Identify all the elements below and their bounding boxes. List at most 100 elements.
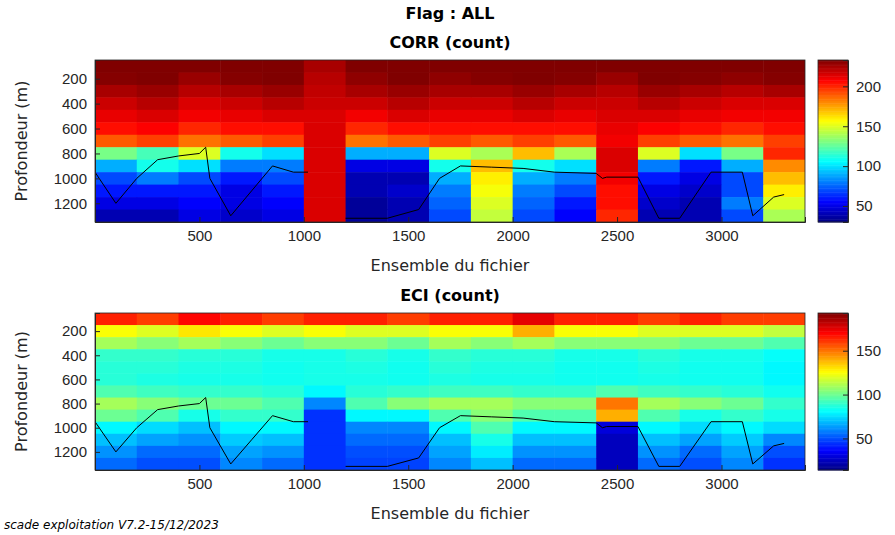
heatmap-cell xyxy=(346,373,388,386)
heatmap-cell xyxy=(763,97,805,110)
heatmap-cell xyxy=(763,313,805,326)
heatmap-cell xyxy=(387,398,429,411)
heatmap-cell xyxy=(262,337,304,350)
heatmap-cell xyxy=(387,72,429,85)
y-tick-label: 200 xyxy=(62,322,87,339)
x-tick: 1500 xyxy=(392,465,425,492)
heatmap-cell xyxy=(554,72,596,85)
heatmap-cell xyxy=(95,72,137,85)
heatmap-cell xyxy=(513,185,555,198)
heatmap-cell xyxy=(262,313,304,326)
heatmap-cell xyxy=(513,135,555,148)
heatmap-cell xyxy=(471,325,513,338)
heatmap-cell xyxy=(429,147,471,160)
x-axis: 50010001500200025003000 xyxy=(96,217,806,244)
heatmap-cell xyxy=(721,410,763,423)
heatmap-cell xyxy=(262,325,304,338)
heatmap-cell xyxy=(137,385,179,398)
colorbar-tick: 200 xyxy=(843,78,881,95)
heatmap-cell xyxy=(346,135,388,148)
heatmap-cell xyxy=(262,385,304,398)
y-tick-mark xyxy=(95,79,100,80)
heatmap-cell xyxy=(95,147,137,160)
heatmap-cell xyxy=(220,313,262,326)
colorbar-tick: 150 xyxy=(843,342,881,359)
plot-frame xyxy=(95,60,805,222)
colorbar-tick-mark xyxy=(843,395,848,396)
heatmap-cell xyxy=(304,313,346,326)
colorbar-tick-label: 150 xyxy=(856,118,881,135)
x-tick-label: 2500 xyxy=(601,475,634,492)
heatmap-cell xyxy=(262,147,304,160)
heatmap-cell xyxy=(137,361,179,374)
heatmap-cell xyxy=(763,122,805,135)
heatmap-cell xyxy=(346,398,388,411)
x-tick-mark xyxy=(617,465,618,470)
y-axis-line xyxy=(96,61,101,223)
heatmap-cell xyxy=(596,313,638,326)
heatmap-cell xyxy=(262,135,304,148)
heatmap-cell xyxy=(346,172,388,185)
plot-frame xyxy=(95,313,805,470)
heatmap-cell xyxy=(346,337,388,350)
heatmap-cell xyxy=(554,337,596,350)
colorbar-axis-line xyxy=(843,314,849,471)
heatmap-cell xyxy=(513,85,555,98)
x-axis-title: Ensemble du fichier xyxy=(371,256,530,275)
heatmap-cell xyxy=(304,373,346,386)
heatmap-cell xyxy=(179,110,221,123)
heatmap-cell xyxy=(387,434,429,447)
heatmap-cell xyxy=(429,197,471,210)
heatmap-cell xyxy=(387,410,429,423)
heatmap-cell xyxy=(304,422,346,435)
heatmap-cell xyxy=(220,210,262,222)
heatmap-cell xyxy=(554,85,596,98)
heatmap-cell xyxy=(346,85,388,98)
heatmap-cell xyxy=(513,122,555,135)
x-tick-mark xyxy=(199,465,200,470)
heatmap-cell xyxy=(680,458,722,470)
heatmap-cell xyxy=(638,122,680,135)
heatmap-cell xyxy=(387,160,429,173)
heatmap-cell xyxy=(763,446,805,459)
heatmap-cell xyxy=(429,337,471,350)
heatmap-cell xyxy=(387,97,429,110)
heatmap-cell xyxy=(346,313,388,326)
x-axis-line xyxy=(96,465,806,471)
heatmap-cell xyxy=(304,325,346,338)
heatmap-cell xyxy=(638,135,680,148)
heatmap-cell xyxy=(721,361,763,374)
heatmap-cell xyxy=(220,122,262,135)
heatmap-cell xyxy=(346,110,388,123)
heatmap-cell xyxy=(387,185,429,198)
heatmap-cell xyxy=(638,185,680,198)
heatmap-cell xyxy=(95,385,137,398)
heatmap-cell xyxy=(179,349,221,362)
heatmap-cell xyxy=(346,385,388,398)
heatmap-cell xyxy=(346,197,388,210)
heatmap-cell xyxy=(680,361,722,374)
y-tick-label: 800 xyxy=(62,395,87,412)
heatmap-cell xyxy=(596,135,638,148)
x-tick: 1000 xyxy=(288,465,321,492)
heatmap-cell xyxy=(179,210,221,222)
heatmap-cell xyxy=(638,422,680,435)
heatmap-cell xyxy=(137,373,179,386)
heatmap-cell xyxy=(304,398,346,411)
heatmap-cell xyxy=(387,147,429,160)
heatmap-cell xyxy=(471,337,513,350)
heatmap-cell xyxy=(220,422,262,435)
heatmap-cell xyxy=(680,349,722,362)
heatmap-cell xyxy=(346,422,388,435)
heatmap-cell xyxy=(346,147,388,160)
colorbar-frame xyxy=(818,313,848,470)
heatmap-cell xyxy=(471,122,513,135)
heatmap-cell xyxy=(220,410,262,423)
colorbar-axis-line xyxy=(843,61,849,223)
heatmap-cell xyxy=(304,185,346,198)
heatmap-cell xyxy=(179,172,221,185)
heatmap-cell xyxy=(471,385,513,398)
heatmap-cell xyxy=(471,97,513,110)
colorbar-tick: 50 xyxy=(843,430,873,447)
heatmap-cell xyxy=(721,197,763,210)
